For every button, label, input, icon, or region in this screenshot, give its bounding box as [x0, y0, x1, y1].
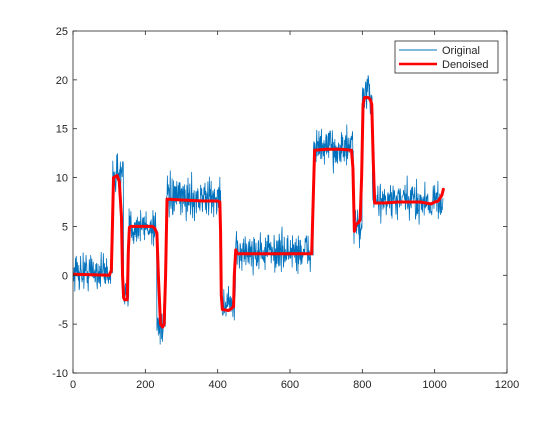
tick-labels: 0 200 400 600 800 1000 1200 -10 -5 0 5 10 15 20 25: [52, 26, 519, 391]
x-tick-label: 1000: [422, 379, 446, 391]
axes: [72, 30, 508, 374]
x-tick-label: 200: [136, 379, 154, 391]
legend-box: [394, 40, 499, 74]
x-tick-label: 0: [70, 379, 76, 391]
y-tick-label: 0: [62, 270, 68, 282]
legend-label-denoised: Denoised: [442, 59, 488, 71]
y-tick-label: -5: [58, 319, 68, 331]
y-tick-label: 20: [56, 75, 68, 87]
y-tick-label: 15: [56, 124, 68, 136]
y-tick-label: 5: [62, 221, 68, 233]
x-tick-label: 800: [353, 379, 371, 391]
x-tick-label: 400: [208, 379, 226, 391]
x-tick-label: 1200: [495, 379, 519, 391]
legend-label-original: Original: [442, 45, 480, 57]
y-tick-label: 10: [56, 173, 68, 185]
x-tick-label: 600: [281, 379, 299, 391]
axes-background: [73, 31, 507, 373]
y-tick-label: -10: [52, 368, 68, 380]
y-tick-label: 25: [56, 26, 68, 38]
series-denoised-line: [73, 95, 445, 329]
legend: Original Denoised: [394, 40, 499, 74]
plot-area: [73, 75, 445, 345]
